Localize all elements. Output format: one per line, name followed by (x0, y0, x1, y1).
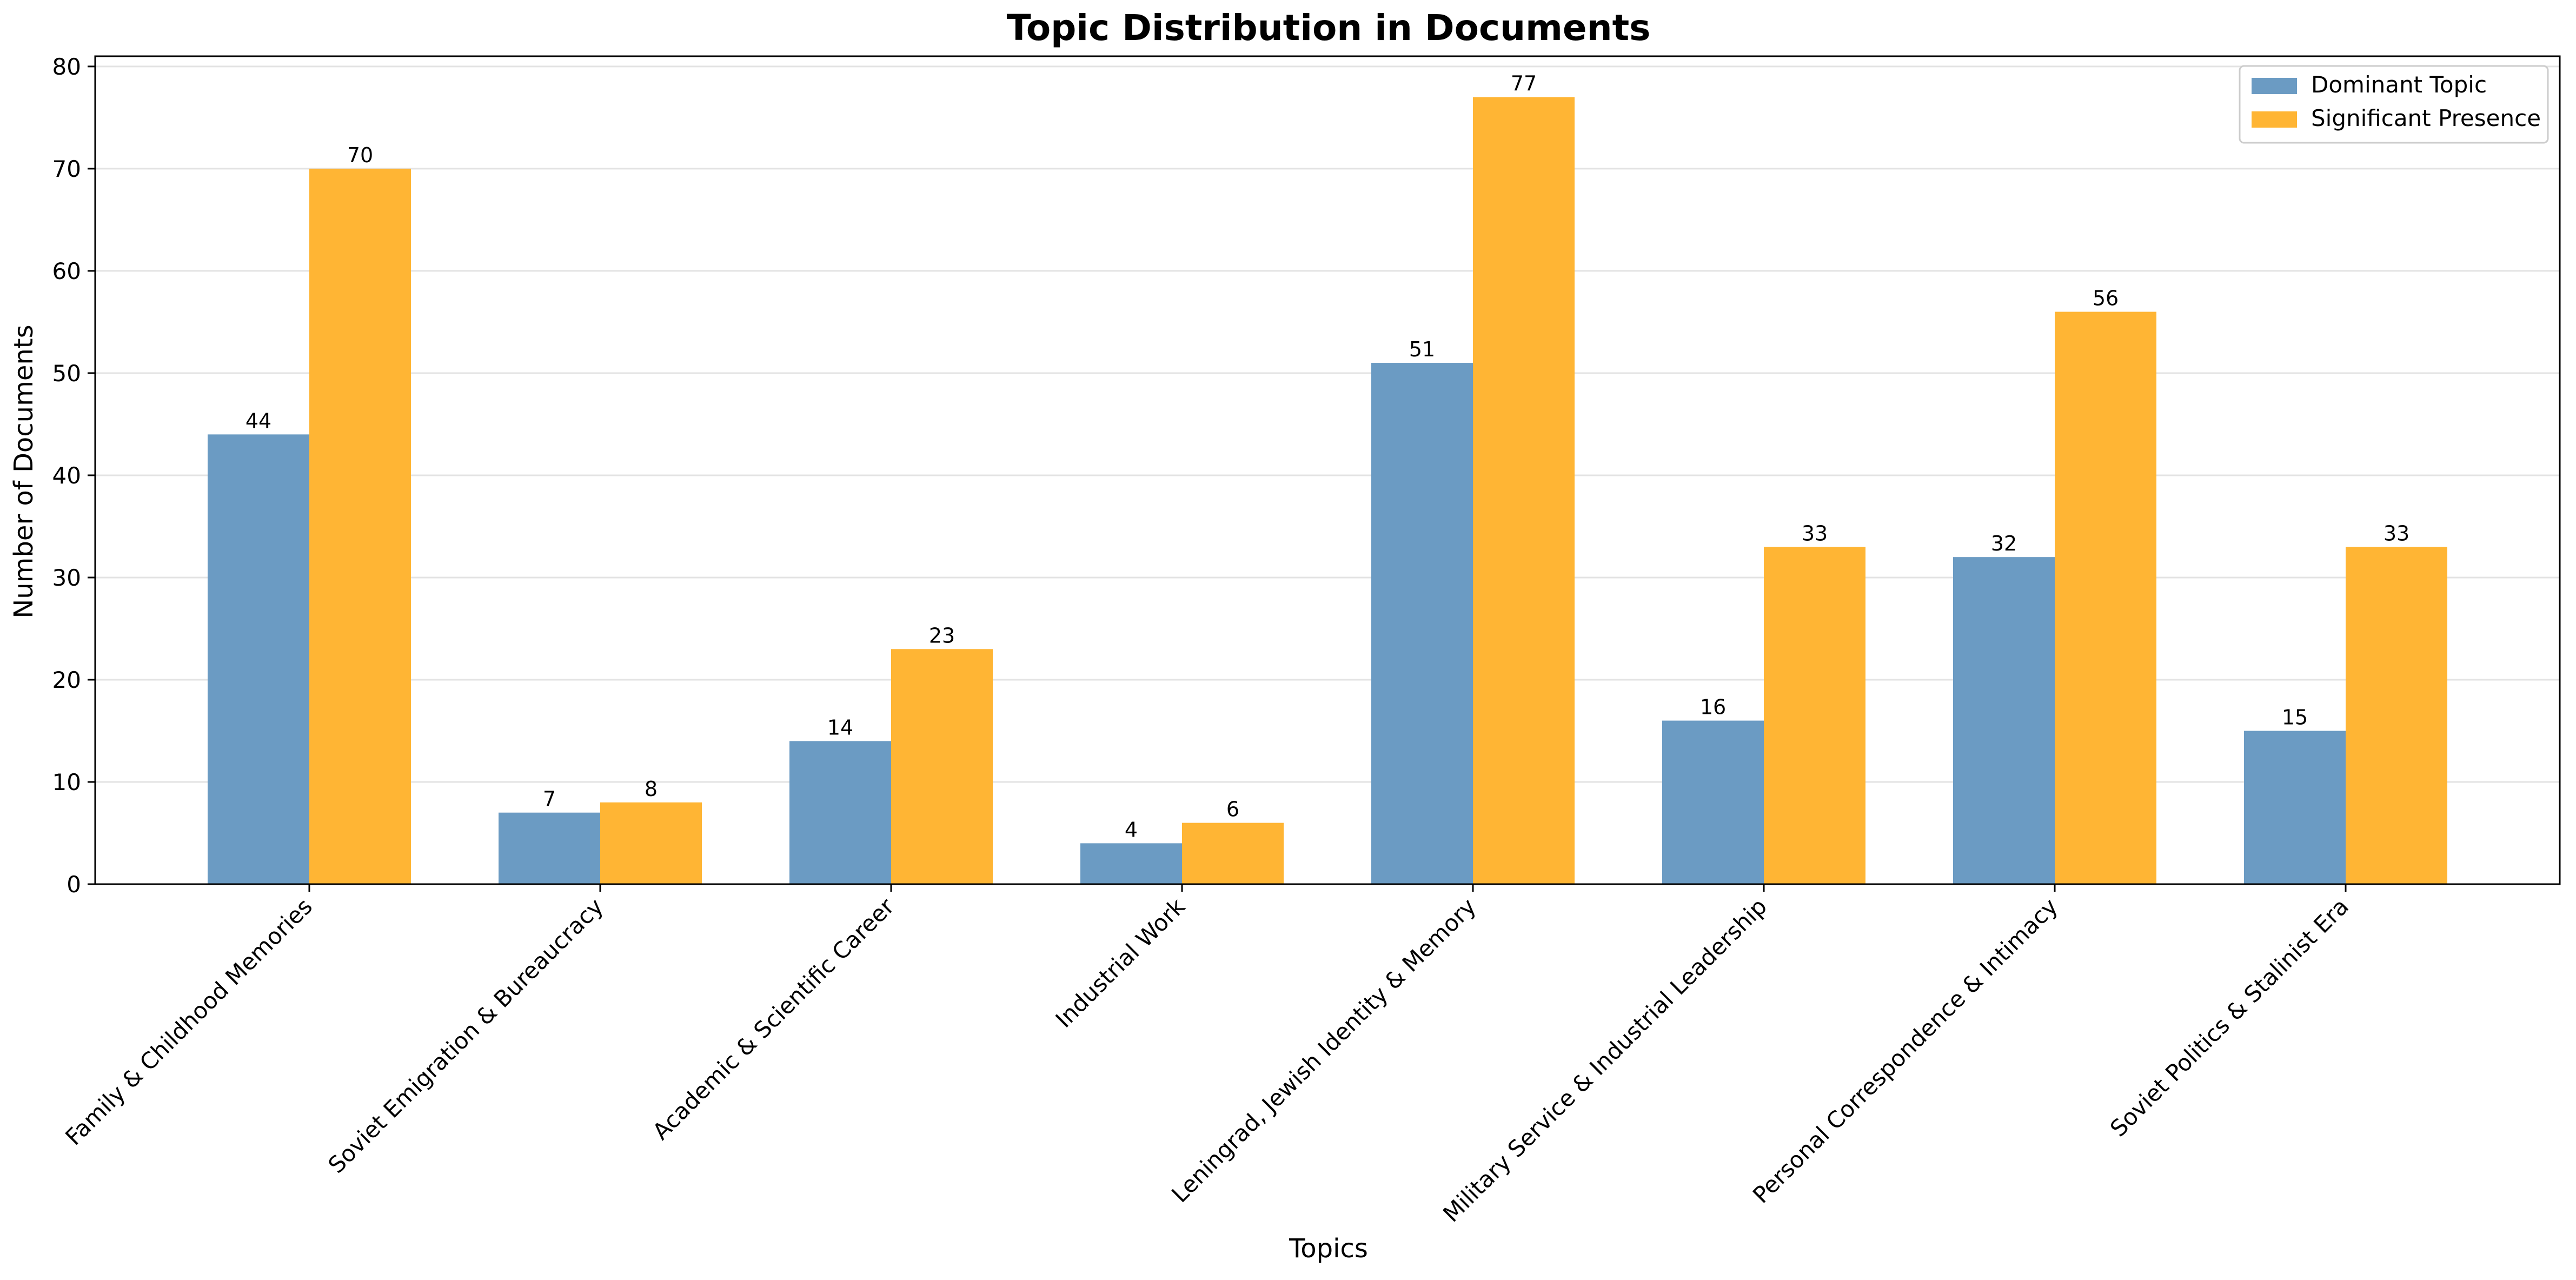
bar-value-label: 33 (2384, 521, 2409, 545)
bar-value-label: 16 (1700, 695, 1726, 719)
y-axis-title: Number of Documents (9, 324, 39, 618)
bar-value-label: 8 (645, 777, 658, 801)
y-tick-label: 40 (52, 462, 81, 489)
bar-value-label: 70 (347, 143, 373, 167)
x-tick-label: Personal Correspondence & Intimacy (1748, 893, 2063, 1208)
y-tick-label: 20 (52, 667, 81, 693)
bar-value-label: 15 (2282, 705, 2308, 729)
bar-value-label: 77 (1511, 72, 1537, 96)
bar-value-label: 6 (1226, 798, 1239, 821)
bar-dominant-topic (1953, 557, 2055, 884)
x-axis-title: Topics (1289, 1233, 1368, 1264)
plot-frame (94, 55, 2561, 885)
bar-value-label: 14 (827, 715, 853, 739)
x-tick-label: Leningrad, Jewish Identity & Memory (1166, 893, 1481, 1208)
x-tick-label: Academic & Scientific Career (647, 893, 899, 1145)
legend-swatch (2252, 111, 2297, 128)
y-tick-label: 0 (67, 871, 81, 898)
bar-significant-presence (1764, 547, 1865, 884)
legend-swatch (2252, 78, 2297, 94)
chart-title: Topic Distribution in Documents (1007, 7, 1651, 49)
x-tick-label: Military Service & Industrial Leadership (1438, 893, 1772, 1227)
bar-dominant-topic (1080, 843, 1182, 884)
bar-significant-presence (2055, 311, 2156, 884)
bar-value-label: 4 (1125, 818, 1138, 841)
bar-value-label: 51 (1409, 337, 1435, 361)
y-tick-label: 50 (52, 360, 81, 387)
bar-dominant-topic (2244, 731, 2346, 884)
bar-dominant-topic (208, 434, 309, 884)
legend-box (2239, 65, 2549, 144)
bar-value-label: 33 (1802, 521, 1828, 545)
x-tick-label: Family & Childhood Memories (60, 893, 317, 1150)
x-tick-label: Industrial Work (1050, 893, 1190, 1033)
bar-value-labels: 44 7 14 4 51 16 32 15 70 8 23 6 77 33 56 33 (245, 72, 2409, 842)
bar-significant-presence (309, 168, 411, 884)
bar-significant-presence (2346, 547, 2447, 884)
legend-label: Dominant Topic (2311, 71, 2487, 98)
bar-dominant-topic (1662, 720, 1764, 884)
bar-dominant-topic (499, 812, 600, 884)
bar-value-label: 23 (929, 624, 955, 647)
y-tick-label: 30 (52, 565, 81, 591)
bar-value-label: 56 (2093, 287, 2119, 310)
x-tick-label: Soviet Emigration & Bureaucracy (323, 893, 608, 1178)
y-tick-label: 60 (52, 258, 81, 284)
bar-significant-presence (1182, 823, 1284, 884)
legend: Dominant Topic Significant Presence (2239, 65, 2549, 144)
bar-value-label: 44 (245, 409, 271, 433)
axes: 0 10 20 30 40 50 60 70 80 Family & Childhood Memo… (52, 54, 2561, 1227)
bar-value-label: 7 (543, 787, 556, 811)
bar-significant-presence (1473, 97, 1575, 884)
y-tick-label: 80 (52, 54, 81, 80)
bar-value-label: 32 (1991, 532, 2017, 555)
legend-label: Significant Presence (2311, 105, 2541, 131)
bar-dominant-topic (1371, 363, 1473, 884)
gridlines (95, 65, 2560, 885)
x-tick-label: Soviet Politics & Stalinist Era (2105, 893, 2354, 1142)
bar-significant-presence (600, 802, 702, 884)
y-tick-label: 10 (52, 769, 81, 795)
bar-significant-presence (891, 649, 993, 884)
bar-dominant-topic (789, 741, 891, 884)
bars (208, 97, 2447, 884)
y-tick-label: 70 (52, 156, 81, 182)
